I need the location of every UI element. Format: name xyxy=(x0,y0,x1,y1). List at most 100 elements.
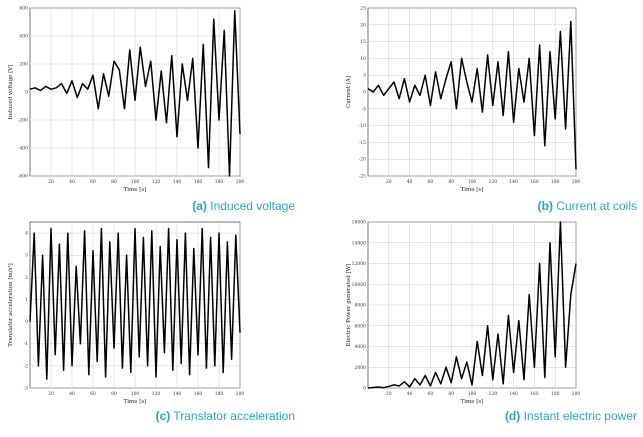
y-tick-label: 4000 xyxy=(355,344,367,350)
x-tick-label: 120 xyxy=(152,391,161,397)
y-tick-label: -3 xyxy=(24,386,29,392)
chart-translator-acceleration: 20 40 60 80 100 120 140 160 180 200 -3 -2 -1 0 1 2 3 4 Tim… xyxy=(7,221,245,405)
caption-b-tag: (b) xyxy=(537,199,553,213)
x-tick-label: 200 xyxy=(236,179,245,185)
y-tick-label: 0 xyxy=(363,386,366,392)
caption-a-text: Induced voltage xyxy=(210,199,295,213)
caption-c: (c) Translator acceleration xyxy=(156,409,295,423)
caption-a-tag: (a) xyxy=(192,199,207,213)
x-tick-label: 120 xyxy=(489,179,498,185)
x-tick-label: 80 xyxy=(111,179,117,185)
y-tick-label: 15 xyxy=(360,39,366,45)
y-tick-label: 200 xyxy=(19,62,28,68)
x-tick-label: 100 xyxy=(131,391,140,397)
x-axis-label: Time [s] xyxy=(124,399,147,405)
y-tick-label: 2 xyxy=(25,275,28,281)
caption-d-text: Instant electric power xyxy=(523,409,637,423)
caption-a: (a) Induced voltage xyxy=(192,199,295,213)
x-tick-label: 80 xyxy=(111,391,117,397)
x-tick-label: 40 xyxy=(407,179,413,185)
series-line xyxy=(29,10,241,177)
y-axis-label: Current [A] xyxy=(346,76,352,108)
x-tick-label: 200 xyxy=(572,179,581,185)
caption-c-tag: (c) xyxy=(155,409,171,423)
series-line xyxy=(367,20,577,170)
y-tick-label: 0 xyxy=(363,90,366,96)
x-tick-label: 140 xyxy=(173,179,182,185)
x-tick-label: 180 xyxy=(551,179,560,185)
x-tick-label: 160 xyxy=(194,179,203,185)
y-tick-label: 16000 xyxy=(352,220,366,226)
y-tick-label: -25 xyxy=(359,174,366,180)
x-tick-label: 120 xyxy=(489,391,498,397)
y-tick-label: 25 xyxy=(360,6,366,12)
x-axis-label: Time [s] xyxy=(124,187,147,193)
x-tick-label: 100 xyxy=(468,179,477,185)
x-tick-label: 60 xyxy=(428,179,434,185)
y-tick-label: -400 xyxy=(18,146,28,152)
y-tick-label: 10 xyxy=(360,56,366,62)
y-tick-label: 4 xyxy=(25,231,28,237)
caption-d: (d) Instant electric power xyxy=(505,409,637,423)
x-axis-label: Time [s] xyxy=(461,399,484,405)
y-tick-label: 20 xyxy=(360,22,366,28)
chart-instant-electric-power: 20 40 60 80 100 120 140 160 180 20002000400060008… xyxy=(346,220,581,406)
series-line xyxy=(367,221,577,389)
y-tick-label: 1 xyxy=(25,297,28,303)
y-tick-label: -10 xyxy=(359,123,366,129)
x-tick-label: 140 xyxy=(173,391,182,397)
x-tick-label: 60 xyxy=(428,391,434,397)
x-tick-label: 140 xyxy=(509,179,518,185)
y-tick-label: -2 xyxy=(24,363,29,369)
y-tick-label: 10000 xyxy=(352,282,366,288)
caption-b-text: Current at coils xyxy=(556,199,637,213)
x-tick-label: 20 xyxy=(386,391,392,397)
x-tick-label: 200 xyxy=(236,391,245,397)
x-tick-label: 20 xyxy=(386,179,392,185)
x-tick-label: 140 xyxy=(509,391,518,397)
x-tick-label: 120 xyxy=(152,179,161,185)
x-tick-label: 20 xyxy=(48,179,54,185)
x-tick-label: 100 xyxy=(468,391,477,397)
x-tick-label: 160 xyxy=(194,391,203,397)
y-tick-label: 0 xyxy=(25,319,28,325)
y-tick-label: -20 xyxy=(359,157,366,163)
chart-panel-b: 20 40 60 80 100 120 140 160 180 200 -25 -20 -15 -10 -5… xyxy=(322,0,643,216)
chart-panel-d: 20 40 60 80 100 120 140 160 180 200 0 2000 4000 6000 8… xyxy=(322,216,643,433)
x-tick-label: 200 xyxy=(572,391,581,397)
y-tick-label: 8000 xyxy=(355,303,367,309)
chart-current-at-coils: 20 40 60 80 100 120 140 160 180 200-25-20-15-10-5… xyxy=(346,6,581,194)
y-tick-label: 14000 xyxy=(352,240,366,246)
x-axis-label: Time [s] xyxy=(461,187,484,193)
x-tick-label: 80 xyxy=(448,391,454,397)
y-tick-label: -5 xyxy=(362,106,367,112)
x-tick-label: 80 xyxy=(448,179,454,185)
chart-induced-voltage: 20 40 60 80 100 120 140 160 180 200 -600 -400 -200 0 2… xyxy=(8,6,245,194)
y-tick-label: -600 xyxy=(18,174,28,180)
y-tick-label: -15 xyxy=(359,140,366,146)
x-tick-label: 100 xyxy=(131,179,140,185)
y-tick-label: 2000 xyxy=(355,365,367,371)
x-tick-label: 40 xyxy=(407,391,413,397)
y-tick-label: 400 xyxy=(19,34,28,40)
y-tick-label: 3 xyxy=(25,253,28,259)
chart-panel-c: 20 40 60 80 100 120 140 160 180 200 -3 -2 -1 0 1 2 3 4 Tim… xyxy=(0,216,321,433)
series-line xyxy=(29,227,241,380)
x-tick-label: 180 xyxy=(215,179,224,185)
x-tick-label: 40 xyxy=(69,179,75,185)
y-tick-label: -200 xyxy=(18,118,28,124)
x-tick-label: 60 xyxy=(90,391,96,397)
x-tick-label: 40 xyxy=(69,391,75,397)
y-tick-label: -1 xyxy=(24,341,29,347)
y-axis-label: Electric Power generated [W] xyxy=(346,264,352,347)
caption-b: (b) Current at coils xyxy=(538,199,637,213)
x-tick-label: 160 xyxy=(530,179,539,185)
x-tick-label: 180 xyxy=(215,391,224,397)
caption-c-text: Translator acceleration xyxy=(173,409,295,423)
y-axis-label: Induced voltage [V] xyxy=(8,65,14,120)
y-tick-label: 12000 xyxy=(352,261,366,267)
caption-d-tag: (d) xyxy=(504,409,521,423)
y-tick-label: 0 xyxy=(25,90,28,96)
x-tick-label: 160 xyxy=(530,391,539,397)
x-tick-label: 20 xyxy=(48,391,54,397)
